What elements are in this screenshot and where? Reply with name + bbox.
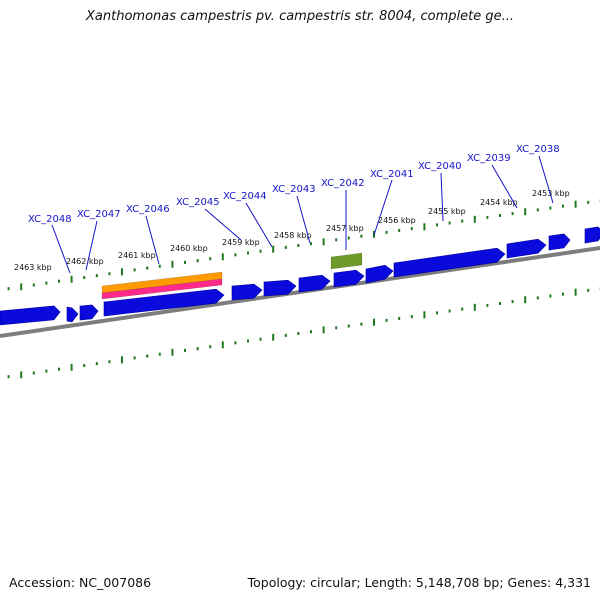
accession-label: Accession: NC_007086 [9,575,152,590]
gene-arrow[interactable] [103,288,225,317]
gene-arrow[interactable] [298,274,331,293]
gene-arrow[interactable] [584,226,600,244]
gene-leader-line [51,224,71,274]
scale-label: 2457 kbp [326,224,364,233]
scale-label: 2463 kbp [14,263,52,272]
gene-leader-line [204,208,242,241]
gene-arrow[interactable] [548,233,571,251]
gene-leader-line [145,215,160,265]
scale-label: 2454 kbp [480,198,518,207]
gene-arrow[interactable] [263,279,297,297]
genome-title: Xanthomonas campestris pv. campestris st… [86,9,514,24]
gene-label[interactable]: XC_2044 [223,191,267,202]
feature-olive-block[interactable] [330,252,363,270]
gene-label[interactable]: XC_2042 [321,178,365,189]
gene-label[interactable]: XC_2041 [370,169,414,180]
gene-label[interactable]: XC_2045 [176,197,220,208]
scale-label: 2458 kbp [274,231,312,240]
gene-arrow[interactable] [365,264,394,284]
genome-summary: Topology: circular; Length: 5,148,708 bp… [247,575,591,590]
gene-label[interactable]: XC_2038 [516,144,560,155]
scale-label: 2455 kbp [428,207,466,216]
gene-arrow[interactable] [506,238,547,259]
scale-labels: 2463 kbp 2462 kbp 2461 kbp 2460 kbp 2459 kbp… [14,189,570,272]
gene-arrow[interactable] [66,306,79,323]
scale-label: 2456 kbp [378,216,416,225]
gene-arrow[interactable] [0,305,61,326]
gene-leader-line [85,220,98,271]
gene-label[interactable]: XC_2043 [272,184,316,195]
gene-leader-line [245,202,273,248]
gene-label[interactable]: XC_2040 [418,161,462,172]
gene-leader-line [373,179,393,236]
gene-arrow[interactable] [333,269,365,288]
gene-leader-line [491,164,518,209]
gene-label[interactable]: XC_2047 [77,209,121,220]
gene-label[interactable]: XC_2046 [126,204,170,215]
gene-label[interactable]: XC_2048 [28,214,72,225]
outer-scale-ticks [7,199,600,291]
gene-leader-line [440,172,444,222]
gene-arrow[interactable] [79,304,99,321]
feature-pink-band[interactable] [101,278,223,300]
scale-label: 2459 kbp [222,238,260,247]
gene-leader-line [296,195,311,244]
gene-leader-line [538,155,554,204]
gene-arrow[interactable] [231,283,263,301]
scale-label: 2453 kbp [532,189,570,198]
gene-arrows [0,226,600,326]
feature-tracks [101,252,363,300]
inner-scale-ticks [7,287,600,379]
scale-label: 2460 kbp [170,244,208,253]
scale-label: 2462 kbp [66,257,104,266]
scale-label: 2461 kbp [118,251,156,260]
gene-label[interactable]: XC_2039 [467,153,511,164]
gene-arrow[interactable] [393,247,506,278]
